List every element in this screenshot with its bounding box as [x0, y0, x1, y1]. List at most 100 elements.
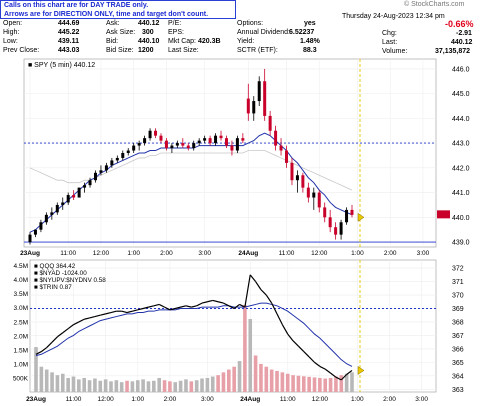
- volume-bar: [296, 375, 301, 392]
- volume-bar: [60, 373, 65, 392]
- mkt-cap-label: Mkt Cap:: [168, 38, 197, 45]
- price-segment: [191, 305, 197, 308]
- ask-label: Ask:: [106, 20, 120, 27]
- volume-bar: [114, 380, 119, 392]
- candle-body: [83, 185, 87, 188]
- volume-bar: [253, 355, 258, 392]
- price-segment: [62, 328, 69, 334]
- y-tick-label-right: 372: [452, 266, 464, 273]
- candle-body: [159, 135, 163, 141]
- price-segment: [137, 307, 144, 311]
- price-segment: [201, 301, 208, 304]
- chg-label: Chg:: [382, 30, 397, 37]
- y-tick-label-left: 1.5M: [14, 347, 28, 354]
- x-tick-label: 11:00: [60, 250, 76, 257]
- volume-bar: [130, 381, 135, 392]
- options-label: Options:: [237, 20, 264, 27]
- candle-body: [61, 202, 65, 205]
- price-segment: [244, 274, 251, 308]
- spy-price-panel: 439.0 440.0 441.0 442.0 443.0 444.0 445.0 446.0…: [20, 58, 470, 257]
- price-segment: [314, 361, 321, 367]
- price-segment: [239, 303, 246, 308]
- y-tick-label-right: 363: [452, 387, 464, 394]
- volume-value: 37,135,872: [435, 48, 471, 55]
- price-segment: [319, 365, 326, 370]
- ask-size-label: Ask Size:: [106, 29, 136, 36]
- price-segment: [303, 351, 310, 358]
- candle-body: [214, 135, 218, 144]
- yield-value: 1.48%: [300, 38, 320, 45]
- candle-body: [295, 175, 299, 181]
- pe-label: P/E:: [168, 20, 182, 27]
- x-tick-label: 11:00: [279, 250, 295, 257]
- candle-body: [285, 150, 289, 163]
- volume-bar: [328, 377, 333, 392]
- bid-value: 440.10: [138, 38, 160, 45]
- price-segment: [78, 318, 85, 323]
- chart-notice: Calls on this chart are for DAY TRADE on…: [0, 0, 236, 19]
- volume-bar: [334, 376, 338, 392]
- y-tick-label-right: 371: [452, 279, 464, 286]
- volume-bar: [103, 379, 108, 392]
- price-segment: [271, 302, 278, 315]
- candle-body: [312, 192, 316, 198]
- x-tick-label: 12:00: [311, 250, 328, 257]
- price-segment: [335, 376, 342, 381]
- volume-bar: [237, 361, 242, 392]
- volume-bar: [323, 378, 328, 392]
- candle-body: [224, 138, 228, 146]
- price-segment: [196, 302, 203, 307]
- volume-bar: [93, 378, 97, 392]
- volume-bar: [205, 377, 210, 392]
- candle-body: [164, 140, 168, 149]
- volume-bar: [50, 372, 54, 392]
- candle-body: [279, 145, 283, 151]
- volume-bar: [178, 380, 183, 392]
- price-segment: [110, 310, 117, 314]
- price-segment: [126, 310, 133, 314]
- candle-body: [345, 209, 349, 223]
- legend-entry: ■ $NYUPV:$NYDNV 0.58: [34, 277, 106, 284]
- y-tick-label: 439.0: [452, 240, 470, 247]
- volume-bar: [227, 369, 231, 392]
- price-segment: [67, 324, 74, 330]
- candle-body: [323, 207, 327, 218]
- price-segment: [330, 372, 337, 378]
- price-segment: [340, 374, 348, 381]
- candle-body: [132, 145, 136, 151]
- y-tick-label-left: 3.0M: [14, 305, 28, 312]
- price-segment: [51, 336, 58, 343]
- x-tick-label: 11:00: [280, 396, 296, 403]
- open-label: Open:: [3, 20, 23, 27]
- price-segment: [57, 332, 64, 338]
- price-segment: [185, 305, 192, 308]
- bid-label: Bid:: [106, 38, 119, 45]
- y-tick-label: 445.0: [452, 91, 470, 98]
- price-segment: [228, 305, 235, 310]
- volume-bar: [184, 379, 188, 392]
- moving-average-line: [35, 302, 353, 367]
- volume-bar: [168, 381, 172, 392]
- candle-body: [148, 130, 152, 139]
- volume-bar: [77, 379, 81, 392]
- volume-bar: [146, 381, 151, 392]
- options-value: yes: [304, 20, 316, 27]
- volume-bar: [157, 377, 161, 392]
- candle-body: [175, 143, 179, 146]
- candle-body: [170, 145, 174, 149]
- volume-bar: [264, 366, 269, 392]
- candle-body: [104, 165, 108, 171]
- notice-line-1: Calls on this chart are for DAY TRADE on…: [4, 2, 149, 9]
- candle-body: [197, 140, 201, 144]
- candle-body: [44, 214, 48, 223]
- y-tick-label: 444.0: [452, 116, 470, 123]
- price-segment: [260, 289, 267, 296]
- price-segment: [346, 369, 353, 375]
- candle-body: [203, 138, 207, 141]
- y-tick-label: 442.0: [452, 165, 470, 172]
- volume-bar: [125, 380, 129, 392]
- candle-body: [274, 130, 278, 146]
- x-tick-label: 24Aug: [240, 396, 260, 403]
- price-segment: [212, 299, 219, 303]
- candle-body: [72, 195, 76, 198]
